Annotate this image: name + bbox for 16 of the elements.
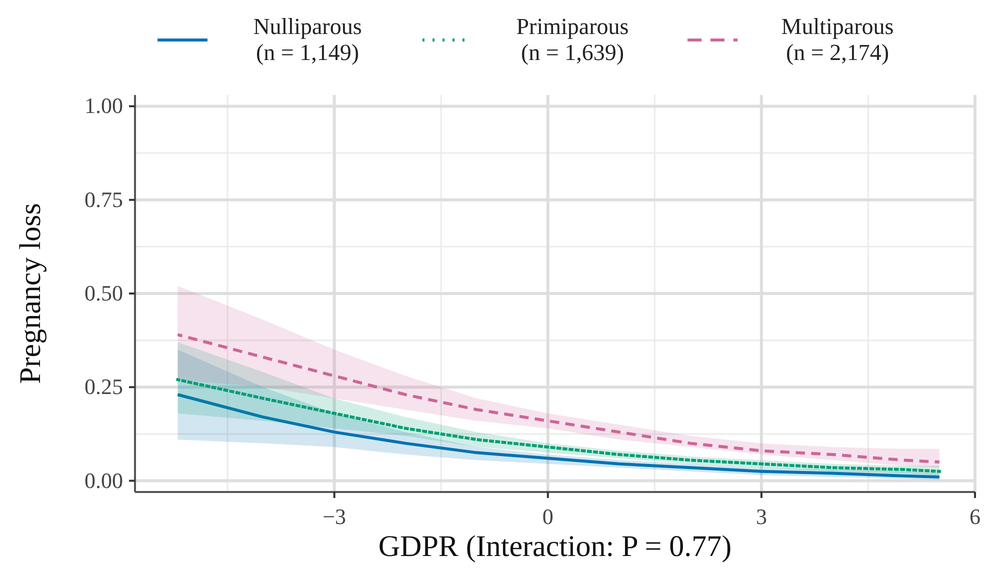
x-tick-label: 3 [756, 504, 767, 529]
x-tick-label: 6 [970, 504, 980, 529]
line-series [176, 378, 941, 473]
x-tick-label: −3 [322, 504, 346, 529]
legend-label: Multiparous (n = 2,174) [781, 14, 894, 65]
y-tick-label: 0.00 [84, 468, 123, 493]
y-tick-label: 0.75 [84, 186, 123, 212]
y-axis-title: Pregnancy loss [14, 203, 47, 384]
x-tick-label: 0 [542, 504, 554, 529]
y-tick-label: 1.00 [84, 93, 123, 118]
y-tick-label: 0.50 [84, 280, 123, 306]
legend-label: Nulliparous (n = 1,149) [253, 14, 362, 65]
x-axis-title: GDPR (Interaction: P = 0.77) [378, 530, 732, 563]
line-series [176, 393, 941, 479]
legend-label: Primiparous (n = 1,639) [516, 14, 629, 65]
y-tick-label: 0.25 [84, 374, 123, 400]
